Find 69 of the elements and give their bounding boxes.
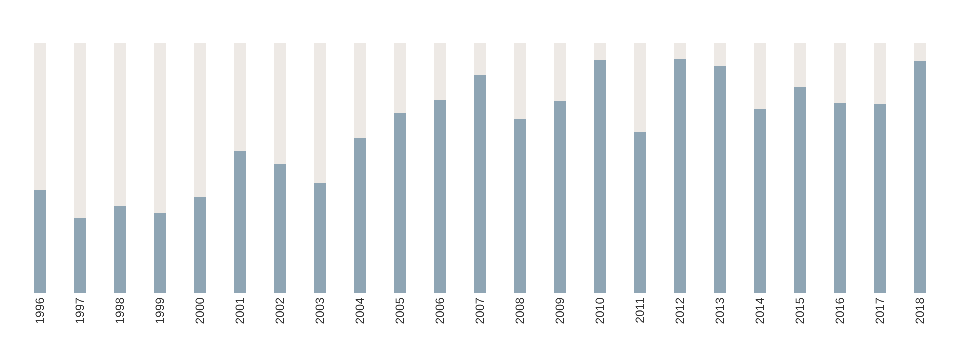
x-tick-label: 1998 [116, 298, 124, 324]
bar [274, 43, 286, 164]
bar [474, 75, 486, 293]
bar [514, 118, 526, 293]
bar [874, 104, 886, 293]
x-tick-label: 2004 [356, 298, 364, 324]
x-tick-label: 1997 [76, 298, 84, 324]
bar [834, 43, 846, 103]
bar [754, 43, 766, 109]
bar [314, 43, 326, 183]
bar [554, 43, 566, 101]
bar [34, 43, 46, 190]
x-tick-label: 2010 [596, 298, 604, 324]
bar [74, 218, 86, 293]
x-tick-label: 2017 [876, 298, 884, 324]
x-tick-label: 2015 [796, 298, 804, 324]
bar [394, 43, 406, 113]
bar [594, 60, 606, 293]
bar [114, 43, 126, 206]
bar [474, 43, 486, 75]
x-tick-label: 2008 [516, 298, 524, 324]
x-tick-label: 2002 [276, 298, 284, 324]
bar [834, 103, 846, 293]
bar [674, 43, 686, 59]
bar [234, 43, 246, 151]
bar [394, 113, 406, 293]
bar [274, 164, 286, 293]
bar [194, 43, 206, 197]
bar [434, 43, 446, 100]
x-tick-label: 2005 [396, 298, 404, 324]
x-tick-label: 2014 [756, 298, 764, 324]
bar [434, 100, 446, 293]
bar [154, 213, 166, 293]
bar [34, 190, 46, 293]
bar [354, 138, 366, 293]
x-tick-label: 2007 [476, 298, 484, 324]
bar [554, 100, 566, 293]
bar [914, 61, 926, 293]
bar [674, 58, 686, 293]
bar [794, 43, 806, 87]
x-tick-label: 1996 [36, 298, 44, 324]
x-tick-label: 2012 [676, 298, 684, 324]
x-tick-label: 2018 [916, 298, 924, 324]
bar [714, 43, 726, 66]
bar [194, 197, 206, 293]
x-tick-label: 2003 [316, 298, 324, 324]
bar [634, 43, 646, 132]
bar [754, 109, 766, 293]
bar [634, 132, 646, 293]
bar [354, 43, 366, 138]
x-tick-label: 2013 [716, 298, 724, 324]
x-tick-label: 2016 [836, 298, 844, 324]
bar [794, 86, 806, 293]
x-tick-label: 2006 [436, 298, 444, 324]
x-tick-label: 2011 [636, 298, 644, 323]
bar [234, 151, 246, 293]
x-tick-label: 1999 [156, 298, 164, 324]
x-tick-label: 2000 [196, 298, 204, 324]
bar [914, 43, 926, 61]
bar [114, 206, 126, 293]
bar [74, 43, 86, 218]
bar [514, 43, 526, 119]
bar [714, 66, 726, 293]
bar [874, 43, 886, 104]
bar [314, 183, 326, 293]
bar [154, 43, 166, 213]
x-tick-label: 2001 [236, 298, 244, 324]
bar [594, 43, 606, 60]
x-tick-label: 2009 [556, 298, 564, 324]
